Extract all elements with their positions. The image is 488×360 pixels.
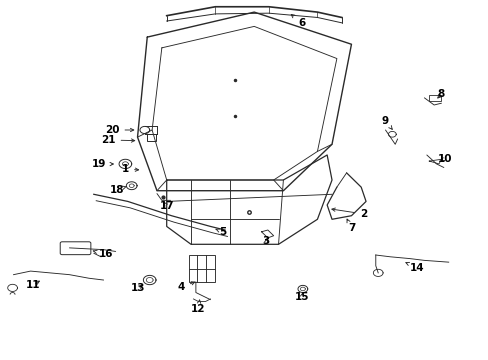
Text: 8: 8 <box>437 89 444 99</box>
Text: 16: 16 <box>93 249 113 259</box>
Text: 10: 10 <box>437 154 451 163</box>
Text: 2: 2 <box>331 208 366 219</box>
Text: 18: 18 <box>109 185 126 195</box>
Text: 14: 14 <box>405 262 424 273</box>
Bar <box>147 134 156 141</box>
Text: 5: 5 <box>216 227 226 237</box>
Text: 11: 11 <box>26 280 40 290</box>
Text: 19: 19 <box>91 159 113 169</box>
Text: 12: 12 <box>191 300 205 314</box>
Text: 7: 7 <box>346 219 354 233</box>
Text: 6: 6 <box>291 14 305 28</box>
Text: 13: 13 <box>131 283 145 293</box>
Text: 17: 17 <box>159 201 174 211</box>
Text: 4: 4 <box>177 282 194 292</box>
Text: 3: 3 <box>262 237 269 247</box>
Text: 21: 21 <box>101 135 135 145</box>
Text: 9: 9 <box>381 116 391 129</box>
Bar <box>188 255 215 282</box>
Text: 20: 20 <box>105 125 134 135</box>
Text: 1: 1 <box>122 164 138 174</box>
Text: 15: 15 <box>294 292 308 302</box>
Bar <box>428 95 441 102</box>
